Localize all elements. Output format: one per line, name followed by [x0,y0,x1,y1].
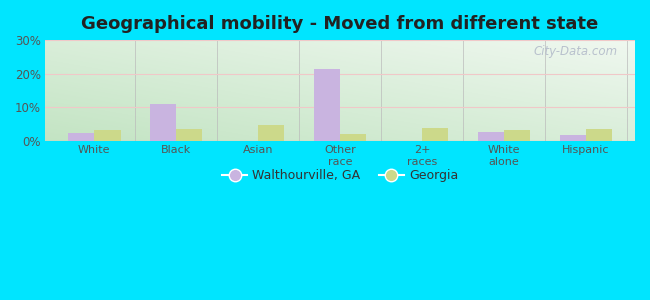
Bar [150,104,176,141]
Bar [68,133,94,141]
Bar [314,69,340,141]
Bar [422,128,448,141]
Text: City-Data.com: City-Data.com [533,45,618,58]
Bar [94,130,120,141]
Bar [478,132,504,141]
Title: Geographical mobility - Moved from different state: Geographical mobility - Moved from diffe… [81,15,599,33]
Bar [340,134,367,141]
Bar [586,129,612,141]
Bar [504,130,530,141]
Legend: Walthourville, GA, Georgia: Walthourville, GA, Georgia [217,164,463,188]
Bar [176,129,202,141]
Bar [560,135,586,141]
Bar [258,125,285,141]
